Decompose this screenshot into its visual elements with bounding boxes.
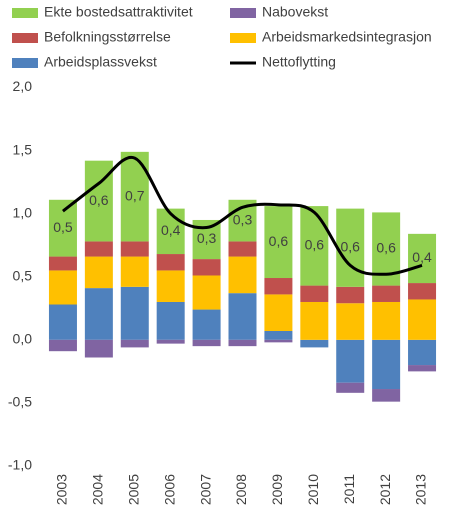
bar-segment	[228, 293, 257, 340]
legend-swatch	[230, 33, 256, 43]
data-label: 0,6	[340, 238, 360, 254]
legend-swatch	[230, 8, 256, 18]
bar-segment	[48, 256, 77, 271]
bar-segment	[156, 208, 185, 255]
legend-label: Befolkningsstørrelse	[44, 29, 171, 45]
bar-segment	[48, 270, 77, 305]
legend-swatch	[12, 33, 38, 43]
x-tick-label: 2003	[54, 474, 70, 505]
legend-label: Arbeidsmarkedsintegrasjon	[262, 29, 432, 45]
data-label: 0,4	[412, 249, 432, 265]
bar-segment	[336, 303, 365, 340]
bar-segment	[156, 301, 185, 340]
bar-segment	[264, 331, 293, 340]
x-tick-label: 2011	[341, 474, 357, 504]
legend-swatch	[12, 58, 38, 68]
bar-segment	[120, 339, 149, 348]
x-tick-label: 2009	[269, 474, 285, 505]
bar-segment	[156, 270, 185, 302]
data-label: 0,6	[305, 237, 325, 253]
bar-segment	[228, 241, 257, 257]
bar-segment	[84, 288, 113, 340]
bar-segment	[264, 339, 293, 343]
data-label: 0,3	[197, 230, 217, 246]
bar-segment	[48, 339, 77, 352]
bar-segment	[300, 339, 329, 348]
y-tick-label: -1,0	[8, 457, 32, 473]
x-tick-label: 2006	[161, 474, 177, 505]
bar-segment	[300, 206, 329, 286]
bar-segment	[192, 339, 221, 347]
legend-label: Nabovekst	[262, 4, 328, 20]
bar-segment	[84, 339, 113, 358]
bar-segment	[228, 339, 257, 347]
bar-segment	[192, 259, 221, 276]
bar-segment	[264, 278, 293, 295]
x-tick-label: 2005	[125, 474, 141, 505]
data-label: 0,7	[125, 187, 145, 203]
data-label: 0,4	[161, 222, 181, 238]
data-label: 0,5	[53, 219, 73, 235]
y-tick-label: 2,0	[13, 78, 33, 94]
data-label: 0,3	[233, 211, 253, 227]
bar-segment	[372, 285, 401, 302]
line	[62, 155, 423, 276]
bar-segment	[48, 304, 77, 340]
bar-segment	[120, 241, 149, 257]
bar-segment	[156, 254, 185, 271]
bar-segment	[408, 283, 437, 300]
bar-segment	[408, 233, 437, 284]
bar-segment	[408, 365, 437, 372]
bar-segment	[264, 294, 293, 332]
legend-swatch	[12, 8, 38, 18]
x-tick-label: 2007	[197, 474, 213, 505]
y-tick-label: 0,0	[13, 331, 33, 347]
bar-segment	[156, 339, 185, 344]
bar-segment	[300, 301, 329, 340]
legend-label: Arbeidsplassvekst	[44, 54, 157, 70]
data-label: 0,6	[269, 233, 289, 249]
bar-segment	[372, 339, 401, 390]
bar-segment	[228, 256, 257, 294]
bar-segment	[120, 286, 149, 340]
bar-segment	[336, 382, 365, 393]
bar-segment	[84, 256, 113, 289]
bar-segment	[300, 285, 329, 302]
y-tick-label: -0,5	[8, 394, 32, 410]
bar-segment	[408, 339, 437, 366]
bar-segment	[336, 208, 365, 287]
bar-segment	[336, 286, 365, 304]
legend-label: Nettoflytting	[262, 54, 336, 70]
bar-segment	[120, 256, 149, 287]
y-tick-label: 0,5	[13, 267, 33, 283]
legend-label: Ekte bostedsattraktivitet	[44, 4, 193, 20]
bar-segment	[84, 241, 113, 257]
bar-segment	[264, 206, 293, 279]
bar-segment	[192, 275, 221, 310]
bar-segment	[408, 299, 437, 340]
x-tick-label: 2004	[90, 474, 106, 505]
bar-segment	[336, 339, 365, 383]
data-label: 0,6	[89, 192, 109, 208]
y-tick-label: 1,0	[13, 204, 33, 220]
x-tick-label: 2008	[233, 474, 249, 505]
bar-segment	[372, 301, 401, 340]
x-tick-label: 2012	[377, 474, 393, 505]
bar-segment	[192, 309, 221, 340]
y-tick-label: 1,5	[13, 141, 33, 157]
x-tick-label: 2013	[413, 474, 429, 505]
data-label: 0,6	[376, 240, 396, 256]
x-tick-label: 2010	[305, 474, 321, 505]
bar-segment	[372, 389, 401, 402]
